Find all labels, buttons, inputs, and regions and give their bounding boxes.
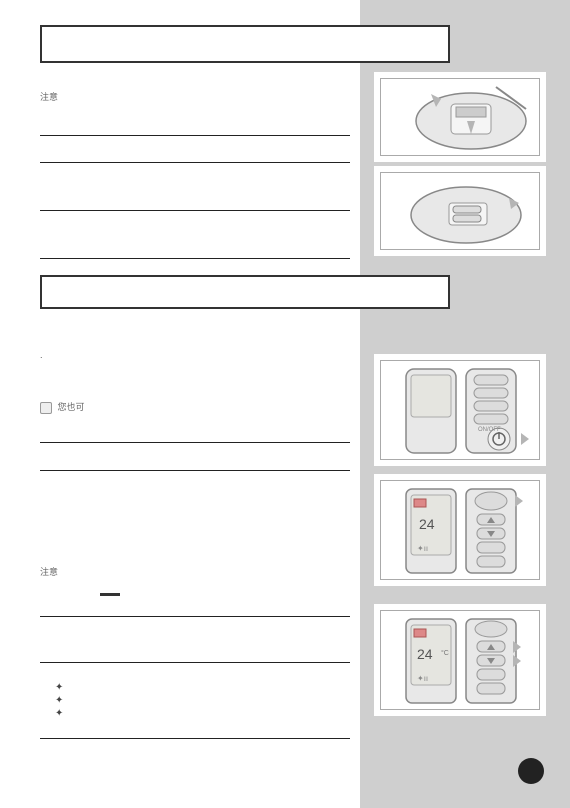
svg-text:✦ıı: ✦ıı [417,674,428,683]
section2-bullets: ✦ ✦ ✦ [55,680,365,721]
figure-remote-mode-2: 24 °C ✦ıı [380,610,540,710]
section1-text-1: 注意 [40,78,350,103]
rule-5 [40,442,350,443]
note-label-1: 注意 [40,90,350,103]
rule-8 [40,662,350,663]
rule-9 [40,738,350,739]
rule-2 [40,162,350,163]
remote-open-svg [381,79,541,157]
svg-text:ON/OFF: ON/OFF [478,427,501,433]
bullet-1: ✦ [55,682,365,693]
page-number-dot [518,758,544,784]
section-2-title-box [40,275,450,309]
section2-note: 注意 [40,565,350,596]
figure-remote-back-open [380,78,540,156]
emphasis-mark [100,593,120,596]
icon-label: 您也可 [58,402,85,412]
section-1 [40,25,450,78]
svg-text:✦ıı: ✦ıı [417,544,428,553]
display-temp-1: 24 [419,516,435,532]
rule-7 [40,616,350,617]
remote-mode2-svg: 24 °C ✦ıı [381,611,541,711]
bullet-2: ✦ [55,695,365,706]
rule-1 [40,135,350,136]
section-1-title-box [40,25,450,63]
svg-text:°C: °C [441,649,449,657]
note-label-2: 注意 [40,567,58,577]
rule-4 [40,258,350,259]
figure-remote-back-battery [380,172,540,250]
figure-remote-mode-1: 24 ✦ıı [380,480,540,580]
remote-mode1-svg: 24 ✦ıı [381,481,541,581]
remote-battery-svg [381,173,541,251]
remote-power-svg: ON/OFF [381,361,541,461]
page: 注意 . 您也可 [0,0,570,808]
rule-3 [40,210,350,211]
section2-icon-row: 您也可 [40,400,350,414]
rule-6 [40,470,350,471]
figure-remote-power: ON/OFF [380,360,540,460]
section2-intro: . [40,320,350,360]
display-temp-2: 24 [417,646,433,662]
bullet-3: ✦ [55,708,365,719]
mode-icon [40,402,52,414]
